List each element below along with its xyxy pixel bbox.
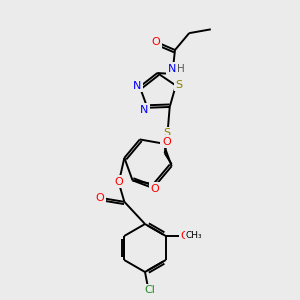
- Text: O: O: [181, 231, 190, 241]
- Text: O: O: [151, 38, 160, 47]
- Text: H: H: [177, 64, 185, 74]
- Text: CH₃: CH₃: [186, 230, 202, 239]
- Text: S: S: [163, 128, 170, 138]
- Text: O: O: [162, 136, 171, 147]
- Text: O: O: [95, 193, 104, 202]
- Text: N: N: [133, 81, 141, 91]
- Text: N: N: [168, 64, 176, 74]
- Text: Cl: Cl: [145, 285, 155, 296]
- Text: O: O: [151, 184, 160, 194]
- Text: S: S: [175, 80, 182, 89]
- Text: O: O: [114, 177, 123, 187]
- Text: N: N: [140, 105, 148, 115]
